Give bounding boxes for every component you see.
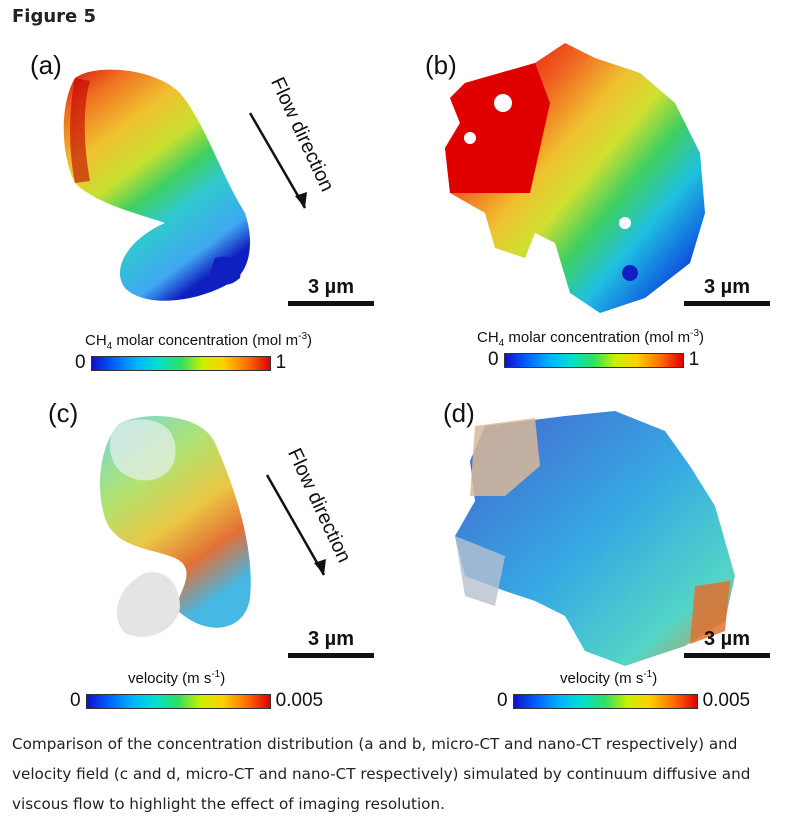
velocity-colorbar-title-c: velocity (m s-1) (128, 669, 226, 687)
concentration-colorbar-b: 0 1 (488, 349, 699, 371)
panel-c-label: (c) (48, 398, 79, 428)
velocity-colorbar-c: 0 0.005 (70, 690, 323, 712)
panel-c-flow-arrow (265, 474, 326, 576)
panel-a-pore-render (63, 69, 250, 301)
colorbar-max: 0.005 (275, 690, 324, 711)
concentration-colorbar-a: 0 1 (75, 352, 286, 374)
figure-image: (a) Flow direction 3 µm (b) (0, 38, 787, 723)
panel-d-scale-text: 3 µm (704, 628, 750, 650)
panel-c-scale-line (288, 653, 374, 658)
colorbar-min: 0 (70, 690, 81, 711)
panel-c-velocity-render (100, 415, 251, 637)
figure-title: Figure 5 (12, 6, 97, 27)
colorbar-gradient (512, 693, 698, 709)
panel-a-scale-bar: 3 µm (288, 276, 374, 306)
colorbar-min: 0 (488, 349, 499, 370)
colorbar-max: 1 (688, 349, 700, 370)
velocity-colorbar-title-d: velocity (m s-1) (560, 669, 658, 687)
colorbar-max: 1 (275, 352, 287, 373)
colorbar-min: 0 (497, 690, 508, 711)
panel-d-scale-bar: 3 µm (684, 628, 770, 658)
panel-d-scale-line (684, 653, 770, 658)
panel-a-scale-line (288, 301, 374, 306)
panel-b-pore-render (445, 43, 705, 313)
panel-d-velocity-render (455, 411, 735, 666)
colorbar-gradient (85, 693, 271, 709)
concentration-colorbar-title-b: CH4 molar concentration (mol m-3) (477, 328, 705, 349)
panel-b-label: (b) (425, 50, 457, 80)
velocity-colorbar-d: 0 0.005 (497, 690, 750, 712)
panel-a-flow-arrow (248, 112, 307, 209)
panel-a-label: (a) (30, 50, 62, 80)
panel-b-scale-bar: 3 µm (684, 276, 770, 306)
colorbar-gradient (90, 355, 271, 371)
panel-b-scale-text: 3 µm (704, 276, 750, 298)
panel-a-scale-text: 3 µm (308, 276, 354, 298)
panel-c-scale-bar: 3 µm (288, 628, 374, 658)
figure-caption: Comparison of the concentration distribu… (12, 735, 751, 813)
panel-d-label: (d) (443, 398, 475, 428)
panel-b-scale-line (684, 301, 770, 306)
colorbar-gradient (503, 352, 684, 368)
colorbar-max: 0.005 (702, 690, 751, 711)
colorbar-min: 0 (75, 352, 86, 373)
panel-c-scale-text: 3 µm (308, 628, 354, 650)
concentration-colorbar-title-a: CH4 molar concentration (mol m-3) (85, 331, 313, 352)
